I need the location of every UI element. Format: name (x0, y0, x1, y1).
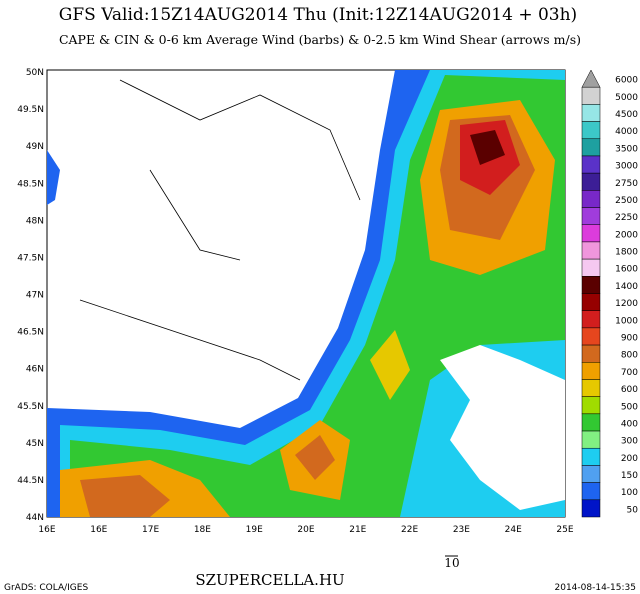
colorbar-swatch (581, 482, 601, 501)
lon-label: 24E (505, 525, 522, 535)
colorbar: 6000 5000 4500 4000 3500 3000 2750 2500 2250 2000… (581, 69, 639, 518)
colorbar-swatch (581, 310, 601, 329)
colorbar-swatch (581, 344, 601, 363)
colorbar-label: 3500 (615, 144, 638, 154)
lat-label: 49N (26, 142, 44, 152)
lat-label: 46N (26, 365, 44, 375)
colorbar-label: 2750 (615, 179, 638, 189)
colorbar-label: 5000 (615, 93, 638, 103)
colorbar-swatch (581, 293, 601, 311)
colorbar-label: 500 (621, 402, 638, 412)
longitude-labels: 16E 16E 17E 18E 19E 20E 21E 22E 23E 24E 25E (38, 525, 573, 535)
lon-label: 21E (349, 525, 366, 535)
colorbar-label: 150 (621, 471, 638, 481)
colorbar-label: 2500 (615, 196, 638, 206)
colorbar-label: 4000 (615, 127, 638, 137)
colorbar-swatch (581, 362, 601, 380)
lon-label: 22E (401, 525, 418, 535)
latitude-labels: 50N 49.5N 49N 48.5N 48N 47.5N 47N 46.5N 46N 45.5N… (17, 68, 44, 523)
lat-label: 48N (26, 216, 44, 226)
lat-label: 45N (26, 439, 44, 449)
lon-label: 18E (194, 525, 211, 535)
colorbar-swatch (581, 327, 601, 346)
lon-label: 16E (38, 525, 55, 535)
map-area (46, 69, 566, 518)
colorbar-label: 900 (621, 333, 638, 343)
colorbar-swatch (581, 138, 601, 157)
lat-label: 50N (26, 68, 44, 78)
lat-label: 44.5N (17, 476, 44, 486)
lon-label: 20E (297, 525, 314, 535)
colorbar-label: 1800 (615, 248, 638, 258)
lat-label: 46.5N (17, 328, 44, 338)
lat-label: 49.5N (17, 105, 44, 115)
colorbar-label: 800 (621, 351, 638, 361)
colorbar-swatch (581, 86, 601, 105)
lat-label: 47N (26, 291, 44, 301)
colorbar-label: 1000 (615, 316, 638, 326)
colorbar-swatch (581, 447, 601, 466)
colorbar-label: 3000 (615, 162, 638, 172)
colorbar-label: 300 (621, 437, 638, 447)
footer-right: 2014-08-14-15:35 (555, 583, 637, 593)
lat-label: 48.5N (17, 179, 44, 189)
colorbar-label: 4500 (615, 110, 638, 120)
lon-label: 25E (556, 525, 573, 535)
colorbar-swatch (581, 413, 601, 432)
colorbar-label: 700 (621, 368, 638, 378)
colorbar-swatch (581, 276, 601, 294)
colorbar-label: 1600 (615, 265, 638, 275)
lon-label: 19E (246, 525, 263, 535)
arrow-label: 10 (444, 556, 459, 570)
colorbar-swatch (581, 224, 601, 243)
colorbar-label: 100 (621, 488, 638, 498)
subtitle: CAPE & CIN & 0-6 km Average Wind (barbs)… (59, 32, 581, 47)
lon-label: 16E (90, 525, 107, 535)
colorbar-swatch (581, 241, 601, 260)
colorbar-label: 50 (627, 505, 639, 515)
lat-label: 44N (26, 513, 44, 523)
colorbar-swatch (581, 69, 601, 88)
colorbar-label: 2000 (615, 230, 638, 240)
lon-label: 17E (142, 525, 159, 535)
colorbar-label: 1400 (615, 282, 638, 292)
lat-label: 47.5N (17, 253, 44, 263)
colorbar-label: 1200 (615, 299, 638, 309)
colorbar-swatch (581, 465, 601, 483)
colorbar-swatch (581, 207, 601, 225)
footer-center: SZUPERCELLA.HU (195, 571, 344, 589)
lon-label: 23E (453, 525, 470, 535)
colorbar-swatch (581, 379, 601, 397)
colorbar-label: 2250 (615, 213, 638, 223)
title: GFS Valid:15Z14AUG2014 Thu (Init:12Z14AU… (59, 5, 577, 25)
colorbar-swatch (581, 430, 601, 449)
colorbar-swatch (581, 172, 601, 191)
colorbar-swatch (581, 121, 601, 140)
colorbar-swatch (581, 499, 601, 518)
lat-label: 45.5N (17, 402, 44, 412)
colorbar-swatch (581, 190, 601, 208)
colorbar-label: 600 (621, 385, 638, 395)
colorbar-label: 400 (621, 419, 638, 429)
footer-left: GrADS: COLA/IGES (4, 583, 88, 593)
colorbar-label: 6000 (615, 76, 638, 86)
colorbar-swatch (581, 155, 601, 174)
colorbar-swatch (581, 104, 601, 122)
colorbar-label: 200 (621, 454, 638, 464)
colorbar-swatch (581, 258, 601, 277)
colorbar-swatch (581, 396, 601, 415)
